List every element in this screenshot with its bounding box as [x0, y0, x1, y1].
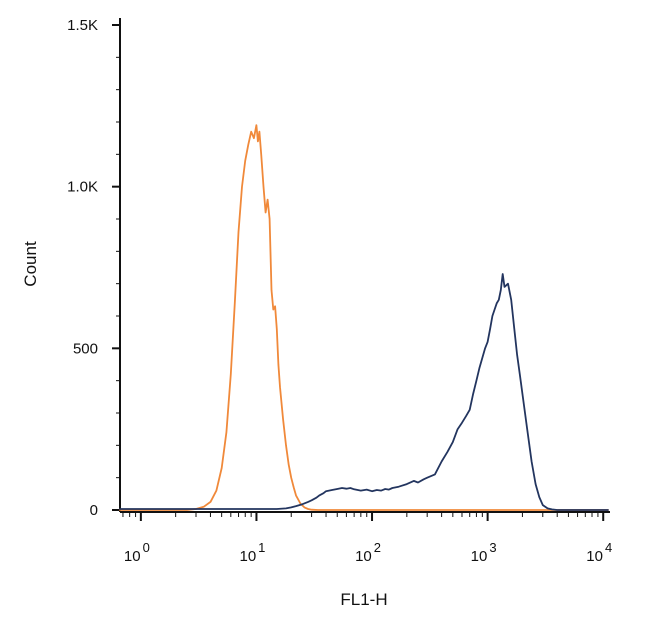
axes	[119, 18, 610, 513]
histogram-line-navy	[119, 273, 609, 511]
x-axis-title: FL1-H	[340, 590, 387, 609]
x-tick-label: 102	[355, 540, 381, 565]
series-lines	[119, 124, 609, 511]
y-tick-label: 1.5K	[67, 17, 98, 34]
y-tick-label: 1.0K	[67, 179, 98, 196]
x-tick-label: 104	[586, 540, 612, 565]
x-tick-label: 103	[471, 540, 497, 565]
y-axis-title: Count	[21, 241, 40, 287]
x-tick-label: 100	[124, 540, 150, 565]
y-tick-label: 0	[90, 502, 98, 519]
histogram-line-orange	[119, 124, 609, 511]
tick-labels: 0 500 1.0K 1.5K 100 101 102 103 104	[67, 17, 612, 565]
x-tick-label: 101	[239, 540, 265, 565]
y-tick-label: 500	[73, 340, 98, 357]
tick-marks	[112, 24, 605, 521]
